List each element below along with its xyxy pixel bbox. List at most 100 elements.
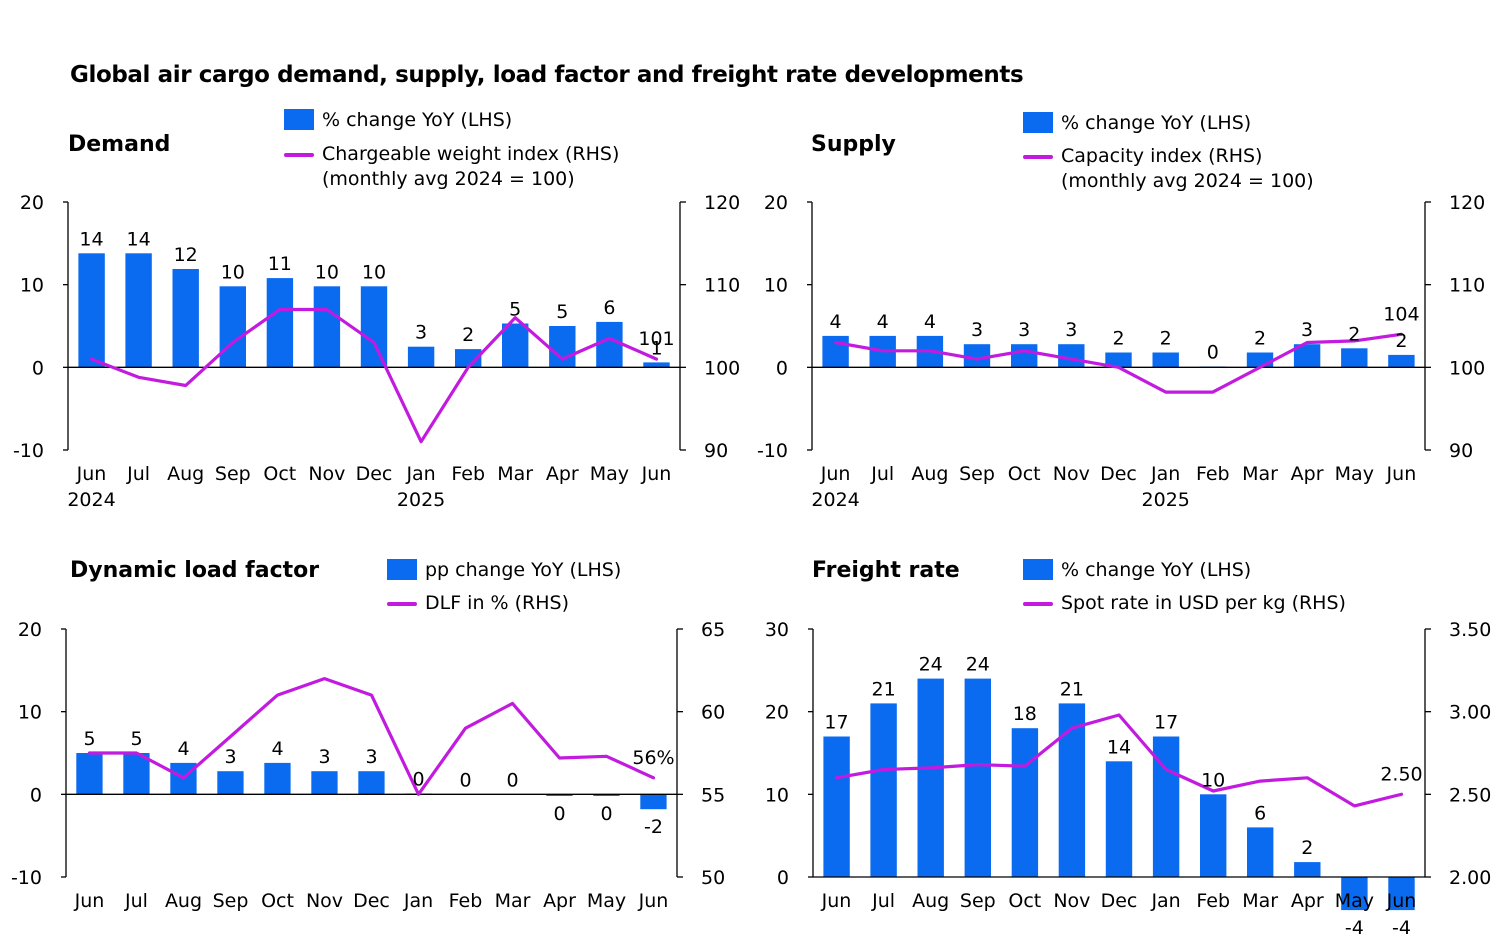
dlf-panel: Dynamic load factor pp change YoY (LHS) … bbox=[0, 427, 750, 912]
bar bbox=[1011, 344, 1038, 368]
legend-bar-entry: % change YoY (LHS) bbox=[1023, 111, 1314, 136]
x-tick-label: Dec bbox=[1101, 890, 1138, 912]
legend-bar-entry: % change YoY (LHS) bbox=[1023, 558, 1346, 583]
x-tick-label: Jul bbox=[124, 890, 148, 912]
bar-value-label: 2 bbox=[1254, 328, 1266, 350]
x-tick-label: Mar bbox=[495, 890, 531, 912]
bar-value-label: 3 bbox=[415, 322, 427, 344]
bar bbox=[1058, 703, 1086, 877]
x-tick-label: Jun bbox=[821, 890, 852, 912]
legend-line-entry: Chargeable weight index (RHS) (monthly av… bbox=[284, 142, 619, 192]
bar-value-label: 4 bbox=[177, 738, 189, 760]
x-tick-label: Apr bbox=[1291, 890, 1324, 912]
x-tick-label: Aug bbox=[912, 890, 949, 912]
bar-value-label: 5 bbox=[83, 728, 95, 750]
page-title: Global air cargo demand, supply, load fa… bbox=[70, 62, 1024, 88]
x-tick-label: Feb bbox=[451, 463, 485, 485]
bar bbox=[822, 335, 849, 368]
bar bbox=[1388, 354, 1415, 368]
x-tick-label: Sep bbox=[213, 890, 249, 912]
x-tick-label: Jul bbox=[871, 890, 895, 912]
x-tick-label: Oct bbox=[263, 463, 296, 485]
bar-value-label: 14 bbox=[79, 228, 103, 250]
bar-value-label: 17 bbox=[1154, 712, 1178, 734]
bar bbox=[596, 321, 623, 368]
left-tick-label: 0 bbox=[30, 784, 42, 806]
right-tick-label: 55 bbox=[701, 784, 725, 806]
bar-value-label: 2 bbox=[1348, 323, 1360, 345]
x-tick-label: Mar bbox=[497, 463, 533, 485]
x-tick-label: Sep bbox=[960, 890, 996, 912]
x-tick-label: Aug bbox=[165, 890, 202, 912]
bar-value-label: 3 bbox=[1301, 319, 1313, 341]
supply-panel: Supply % change YoY (LHS) Capacity index… bbox=[745, 0, 1495, 511]
right-tick-label: 120 bbox=[704, 192, 740, 214]
bar bbox=[640, 794, 667, 810]
x-tick-label: Apr bbox=[543, 890, 576, 912]
left-tick-label: -10 bbox=[11, 867, 42, 889]
bar-value-label: 21 bbox=[1060, 678, 1084, 700]
bar bbox=[76, 753, 103, 795]
right-tick-label: 65 bbox=[701, 619, 725, 641]
left-tick-label: 10 bbox=[20, 275, 44, 297]
x-tick-label: Jul bbox=[870, 463, 894, 485]
x-tick-label: Sep bbox=[959, 463, 995, 485]
bar-value-label: -2 bbox=[644, 816, 663, 838]
year-label: 2024 bbox=[67, 489, 115, 511]
bar-value-label: 4 bbox=[877, 311, 889, 333]
bar-value-label: 24 bbox=[966, 654, 990, 676]
x-tick-label: Jan bbox=[405, 463, 435, 485]
x-tick-label: Nov bbox=[1053, 463, 1090, 485]
bar bbox=[549, 326, 576, 368]
right-tick-label: 100 bbox=[704, 357, 740, 379]
bar bbox=[1105, 352, 1132, 368]
bar-value-label: 10 bbox=[221, 261, 245, 283]
x-tick-label: Oct bbox=[261, 890, 294, 912]
bar bbox=[1058, 344, 1085, 368]
right-tick-label: 90 bbox=[1449, 440, 1473, 462]
year-label: 2025 bbox=[1142, 489, 1190, 511]
bar-value-label: 3 bbox=[1065, 319, 1077, 341]
bar-value-label: 2 bbox=[462, 324, 474, 346]
right-tick-label: 110 bbox=[704, 275, 740, 297]
bar-value-label: 0 bbox=[459, 769, 471, 791]
bar-value-label: 10 bbox=[315, 261, 339, 283]
bar bbox=[870, 703, 897, 877]
bar-value-label: 4 bbox=[924, 311, 936, 333]
legend-bar-label: % change YoY (LHS) bbox=[322, 109, 513, 131]
bar bbox=[502, 323, 529, 368]
line-series bbox=[87, 677, 656, 796]
bar bbox=[823, 736, 850, 877]
legend-bar-entry: pp change YoY (LHS) bbox=[387, 558, 621, 583]
x-tick-label: Nov bbox=[306, 890, 343, 912]
right-tick-label: 2.50 bbox=[1449, 784, 1491, 806]
x-tick-label: Apr bbox=[546, 463, 579, 485]
line-series bbox=[833, 332, 1404, 394]
left-tick-label: 0 bbox=[776, 357, 788, 379]
bar-value-label: 5 bbox=[130, 728, 142, 750]
x-tick-label: Dec bbox=[1100, 463, 1137, 485]
bar bbox=[593, 794, 620, 796]
legend-bar-label: pp change YoY (LHS) bbox=[425, 559, 622, 581]
legend-line-sublabel: (monthly avg 2024 = 100) bbox=[322, 168, 575, 190]
line-value-label: 2.50 bbox=[1380, 763, 1422, 785]
legend-line-sublabel: (monthly avg 2024 = 100) bbox=[1061, 170, 1314, 192]
x-tick-label: Feb bbox=[1196, 463, 1230, 485]
x-tick-label: Dec bbox=[356, 463, 393, 485]
bar bbox=[964, 678, 991, 877]
bar-value-label: -4 bbox=[1345, 917, 1364, 939]
bar-swatch bbox=[284, 109, 314, 130]
bar-value-label: 3 bbox=[971, 319, 983, 341]
bar-value-label: 14 bbox=[127, 228, 151, 250]
bar-value-label: 6 bbox=[603, 297, 615, 319]
left-tick-label: 0 bbox=[32, 357, 44, 379]
bar-value-label: 2 bbox=[1160, 328, 1172, 350]
x-tick-label: Jun bbox=[76, 463, 107, 485]
x-tick-label: Apr bbox=[1291, 463, 1324, 485]
bar-value-label: 6 bbox=[1254, 802, 1266, 824]
bar bbox=[358, 771, 385, 795]
legend-bar-entry: % change YoY (LHS) bbox=[284, 108, 619, 133]
bar bbox=[219, 286, 246, 368]
bar bbox=[311, 771, 338, 795]
